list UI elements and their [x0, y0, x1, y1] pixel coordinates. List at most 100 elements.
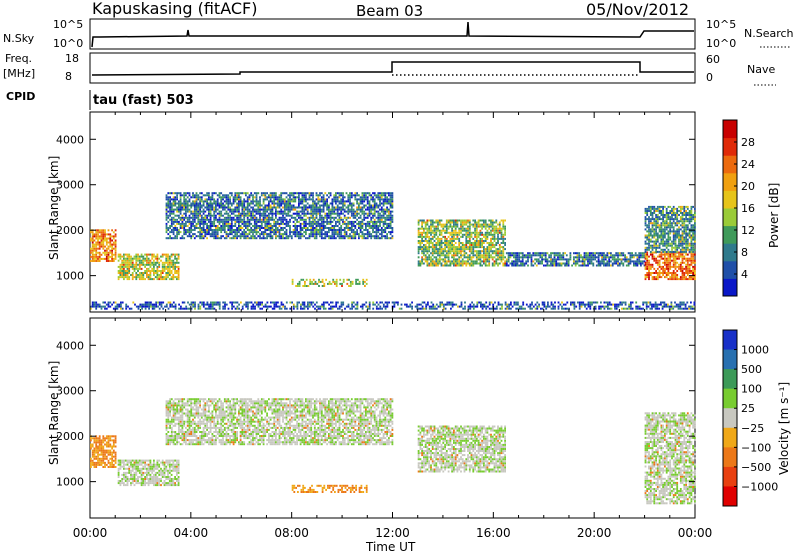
echo-cell: [206, 227, 208, 229]
echo-cell: [453, 235, 455, 238]
echo-cell: [181, 222, 184, 225]
echo-cell: [484, 256, 487, 259]
echo-cell: [656, 274, 659, 276]
echo-cell: [154, 255, 157, 258]
echo-cell: [651, 251, 654, 254]
echo-cell: [491, 250, 494, 253]
echo-cell: [298, 216, 300, 219]
echo-cell: [174, 202, 177, 205]
echo-cell: [107, 301, 110, 304]
echo-cell: [190, 235, 193, 238]
echo-cell: [662, 272, 664, 274]
echo-cell: [498, 231, 501, 234]
echo-cell: [481, 231, 483, 234]
echo-cell: [435, 248, 438, 251]
echo-cell: [146, 255, 148, 258]
echo-cell: [440, 262, 443, 265]
echo-cell: [185, 220, 187, 223]
echo-cell: [343, 235, 346, 238]
echo-cell: [479, 231, 482, 234]
echo-cell: [236, 210, 238, 213]
echo-cell: [497, 233, 499, 236]
echo-cell: [389, 216, 392, 219]
echo-cell: [283, 206, 286, 209]
echo-cell: [667, 240, 670, 243]
echo-cell: [269, 218, 272, 221]
echo-cell: [135, 305, 138, 308]
echo-cell: [430, 221, 432, 224]
echo-cell: [669, 244, 672, 247]
echo-cell: [686, 246, 689, 249]
echo-cell: [370, 196, 373, 199]
echo-cell: [444, 244, 446, 246]
echo-cell: [437, 237, 439, 240]
echo-cell: [667, 234, 670, 237]
echo-cell: [368, 231, 371, 234]
echo-cell: [495, 244, 498, 246]
echo-cell: [662, 261, 664, 264]
echo-cell: [104, 257, 106, 260]
echo-cell: [379, 192, 381, 195]
echo-cell: [321, 280, 324, 283]
echo-cell: [456, 250, 459, 253]
echo-cell: [583, 254, 586, 257]
echo-cell: [333, 225, 336, 227]
echo-cell: [518, 260, 521, 263]
echo-cell: [176, 233, 178, 236]
echo-cell: [651, 236, 654, 239]
echo-cell: [312, 235, 314, 238]
echo-cell: [319, 200, 321, 203]
echo-cell: [107, 260, 110, 262]
echo-cell: [622, 262, 625, 265]
echo-cell: [491, 235, 494, 238]
echo-cell: [419, 240, 422, 242]
echo-cell: [312, 222, 314, 225]
echo-cell: [537, 262, 540, 265]
echo-cell: [498, 256, 501, 259]
echo-cell: [204, 200, 207, 203]
echo-cell: [372, 212, 374, 215]
echo-cell: [200, 200, 203, 203]
echo-cell: [179, 204, 182, 207]
echo-cell: [463, 229, 466, 232]
echo-cell: [653, 228, 656, 231]
echo-cell: [477, 252, 480, 255]
echo-cell: [104, 229, 106, 232]
echo-cell: [669, 242, 672, 245]
echo-cell: [93, 257, 96, 260]
echo-cell: [97, 255, 99, 258]
echo-cell: [646, 276, 649, 279]
echo-cell: [622, 264, 625, 267]
echo-cell: [259, 233, 261, 236]
echo-cell: [200, 233, 203, 236]
echo-cell: [656, 261, 659, 264]
echo-cell: [601, 252, 603, 255]
echo-cell: [382, 229, 385, 231]
echo-cell: [472, 223, 475, 226]
echo-cell: [262, 206, 265, 209]
echo-cell: [643, 264, 646, 267]
echo-cell: [678, 214, 680, 216]
echo-cell: [245, 194, 247, 197]
echo-cell: [275, 225, 277, 227]
echo-cell: [608, 252, 611, 255]
echo-cell: [685, 246, 687, 249]
echo-cell: [259, 218, 261, 221]
echo-cell: [208, 214, 210, 217]
echo-cell: [183, 206, 186, 209]
echo-cell: [648, 238, 650, 241]
echo-cell: [649, 230, 652, 233]
echo-cell: [172, 192, 175, 195]
echo-cell: [479, 229, 482, 232]
echo-cell: [461, 227, 464, 230]
echo-cell: [343, 200, 346, 203]
echo-cell: [664, 214, 666, 216]
echo-cell: [225, 237, 228, 240]
echo-cell: [241, 235, 244, 238]
echo-cell: [681, 238, 684, 241]
echo-cell: [349, 233, 351, 236]
echo-cell: [484, 233, 487, 236]
echo-cell: [213, 222, 216, 225]
echo-cell: [165, 255, 168, 258]
echo-cell: [493, 237, 496, 240]
